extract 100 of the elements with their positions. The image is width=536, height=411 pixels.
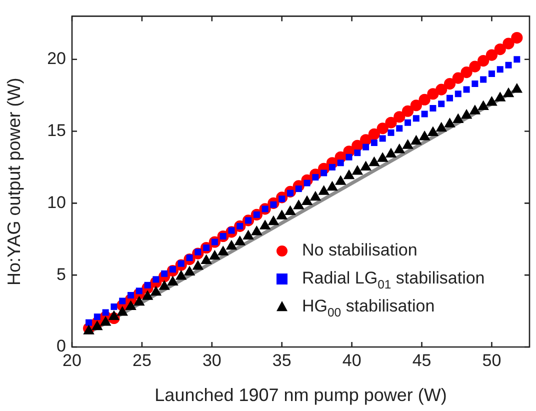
point: [427, 88, 439, 100]
point: [86, 319, 92, 326]
point: [494, 92, 506, 102]
point: [376, 122, 388, 134]
point: [444, 118, 456, 128]
point: [394, 143, 406, 154]
y-tick-label: 0: [56, 336, 66, 356]
point: [318, 185, 330, 195]
point: [110, 303, 118, 310]
point: [234, 236, 246, 246]
point: [402, 105, 414, 117]
point: [209, 250, 220, 260]
point: [94, 314, 100, 320]
point: [276, 210, 288, 220]
point: [379, 135, 386, 142]
point: [469, 60, 481, 72]
point: [134, 296, 145, 306]
point: [436, 84, 448, 96]
point: [376, 152, 388, 162]
point: [301, 195, 313, 205]
point: [368, 156, 380, 166]
point: [142, 290, 154, 300]
point: [326, 180, 338, 191]
y-axis-title: Ho:YAG output power (W): [4, 78, 24, 286]
point: [438, 100, 445, 108]
point: [360, 160, 372, 170]
point: [259, 220, 271, 230]
x-tick-label: 30: [202, 350, 222, 370]
point: [226, 240, 238, 250]
point: [192, 260, 204, 270]
x-tick-label: 40: [342, 350, 362, 370]
point: [242, 230, 254, 240]
point: [511, 32, 523, 44]
point: [167, 276, 178, 286]
point: [370, 140, 378, 146]
point: [396, 125, 403, 132]
point: [410, 134, 422, 145]
point: [320, 170, 328, 176]
point: [502, 87, 514, 98]
point: [444, 78, 456, 90]
point: [102, 309, 109, 316]
point: [334, 175, 346, 185]
point: [184, 266, 196, 276]
y-tick-label: 5: [56, 264, 66, 284]
point: [92, 320, 103, 330]
point: [343, 169, 355, 180]
point: [394, 111, 406, 123]
point: [446, 94, 454, 102]
point: [469, 104, 481, 114]
point: [430, 104, 436, 112]
point: [454, 90, 462, 98]
point: [486, 96, 498, 106]
point: [100, 316, 112, 326]
point: [418, 130, 430, 140]
point: [452, 113, 464, 124]
point: [421, 110, 428, 118]
point: [463, 86, 470, 93]
point: [328, 164, 336, 170]
point: [418, 94, 430, 106]
point: [150, 286, 162, 296]
x-tick-label: 35: [272, 350, 292, 370]
x-tick-label: 45: [412, 350, 432, 370]
point: [505, 62, 512, 68]
point: [368, 128, 380, 140]
point: [452, 72, 464, 84]
y-tick-label: 20: [47, 49, 66, 68]
x-tick-label: 25: [132, 350, 152, 370]
point: [346, 154, 352, 160]
point: [472, 80, 478, 88]
point: [478, 54, 490, 67]
point: [310, 190, 322, 201]
point: [436, 122, 447, 132]
point: [496, 66, 504, 73]
point: [293, 200, 304, 210]
point: [284, 205, 296, 216]
point: [488, 70, 495, 77]
point: [388, 129, 394, 136]
point: [119, 298, 126, 304]
point: [337, 160, 344, 166]
y-tick-label: 10: [47, 192, 66, 212]
point: [404, 119, 412, 126]
point: [514, 56, 520, 63]
point: [410, 100, 422, 112]
point: [217, 246, 229, 256]
point: [460, 66, 472, 78]
x-tick-label: 50: [482, 350, 502, 370]
point: [494, 43, 506, 56]
y-tick-label: 15: [47, 120, 66, 140]
point: [460, 108, 472, 119]
point: [354, 150, 361, 156]
legend-label: No stabilisation: [302, 240, 418, 260]
point: [128, 292, 134, 298]
point: [108, 310, 120, 320]
point: [480, 76, 487, 83]
point: [200, 254, 212, 264]
point: [402, 139, 414, 149]
x-axis-title: Launched 1907 nm pump power (W): [154, 385, 447, 406]
point: [362, 144, 370, 150]
point: [116, 306, 128, 316]
point: [125, 300, 136, 310]
